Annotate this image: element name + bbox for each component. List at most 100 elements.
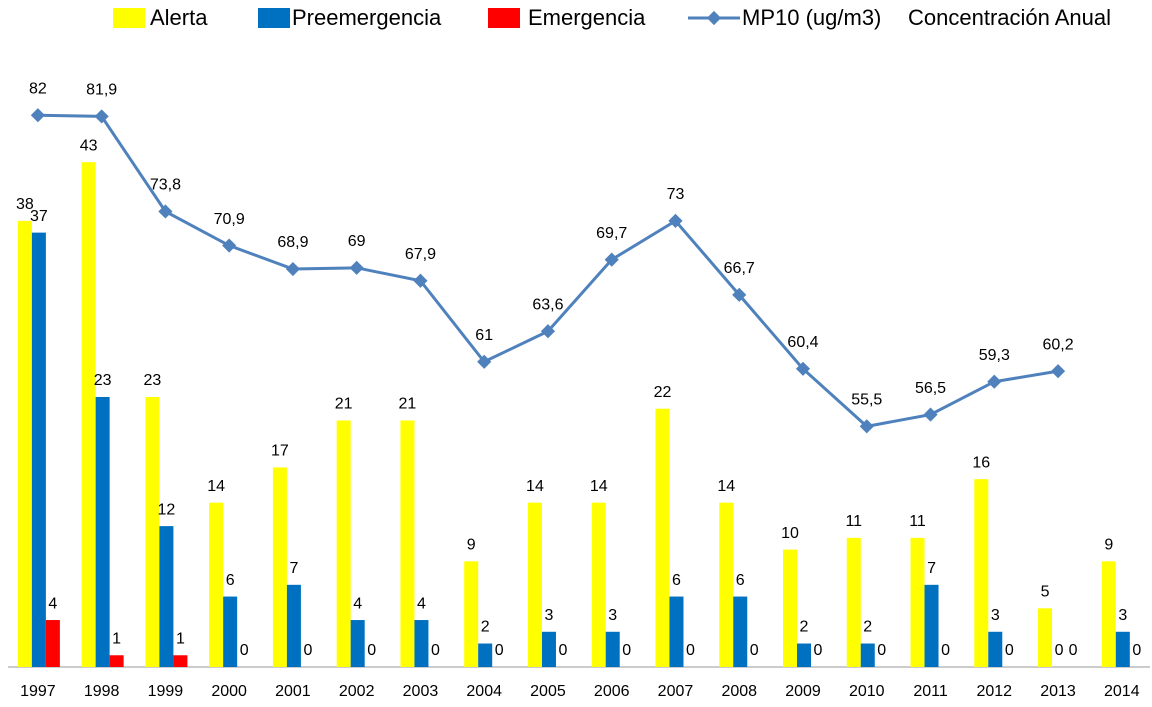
data-label: 0 [495,642,504,659]
bar [860,643,875,667]
data-label: 22 [654,384,672,401]
x-tick-label: 2002 [339,683,375,700]
x-tick-label: 2006 [594,683,630,700]
legend-swatch [113,8,145,28]
line-marker [349,260,364,275]
bar [145,396,160,667]
bar [31,232,46,667]
data-label: 0 [1069,642,1078,659]
bar [655,408,670,667]
data-label: 12 [158,501,176,518]
data-label: 10 [781,525,799,542]
data-label: 23 [94,372,112,389]
bar [605,631,620,667]
bar [173,655,188,667]
line-label: 69 [348,233,366,250]
data-label: 11 [845,513,862,530]
data-label: 11 [909,513,926,530]
x-tick-label: 1999 [148,683,184,700]
data-label: 14 [526,478,544,495]
data-label: 4 [48,595,57,612]
data-label: 0 [303,642,312,659]
bar [159,526,174,667]
line-marker [477,354,492,369]
bar [1115,631,1130,667]
line-label: 61 [475,327,493,344]
data-label: 14 [590,478,608,495]
data-label: 6 [672,572,681,589]
bar [988,631,1003,667]
x-tick-label: 2013 [1040,683,1076,700]
data-label: 0 [686,642,695,659]
x-tick-label: 2009 [785,683,821,700]
data-label: 0 [941,642,950,659]
line-label: 67,9 [405,246,436,263]
bar [81,162,96,667]
data-label: 2 [863,619,872,636]
bar [414,620,429,667]
bar [1101,561,1116,667]
bar [464,561,479,667]
data-label: 3 [1118,607,1127,624]
data-label: 5 [1041,584,1050,601]
data-label: 21 [335,396,353,413]
data-label: 38 [16,196,34,213]
line-label: 73,8 [150,177,181,194]
bar [109,655,124,667]
line-label: 56,5 [915,380,946,397]
line-marker [158,204,173,219]
line-marker [222,238,237,253]
legend-label: Alerta [150,5,208,30]
legend-label: MP10 (ug/m3) [742,5,881,30]
bar [541,631,556,667]
bar [45,620,60,667]
bar [846,537,861,667]
line-marker [604,252,619,267]
bar [272,467,287,667]
bar [591,502,606,667]
data-label: 0 [367,642,376,659]
x-tick-label: 2003 [403,683,439,700]
line-marker [1050,364,1066,379]
line-label: 63,6 [532,296,563,313]
data-label: 0 [1005,642,1014,659]
line-label: 55,5 [851,392,882,409]
bar [974,479,989,667]
x-tick-label: 2012 [976,683,1012,700]
line-label: 66,7 [724,260,755,277]
line-marker [732,287,747,302]
line-marker [30,108,45,123]
data-label: 0 [622,642,631,659]
legend-swatch [488,8,520,28]
x-tick-label: 2007 [658,683,694,700]
data-label: 0 [750,642,759,659]
x-tick-label: 1997 [20,683,56,700]
line-label: 59,3 [979,347,1010,364]
data-label: 0 [814,642,823,659]
data-label: 1 [176,630,185,647]
data-label: 9 [1104,537,1113,554]
data-label: 23 [144,372,162,389]
bar [223,596,238,667]
x-tick-label: 2014 [1104,683,1140,700]
line-label: 81,9 [86,82,117,99]
line-marker [923,407,938,422]
data-label: 0 [1132,642,1141,659]
bar [527,502,542,667]
data-label: 21 [399,396,417,413]
data-label: 16 [972,454,990,471]
data-label: 3 [608,607,617,624]
bar [336,420,351,667]
data-label: 14 [207,478,225,495]
bar [924,584,939,667]
data-label: 7 [927,560,936,577]
data-label: 3 [991,607,1000,624]
line-marker [540,324,556,339]
line-marker [668,213,683,228]
bar [478,643,493,667]
bar [350,620,365,667]
line [37,113,1059,428]
bar [286,584,301,667]
x-tick-label: 2008 [721,683,757,700]
line-label: 82 [29,80,47,97]
